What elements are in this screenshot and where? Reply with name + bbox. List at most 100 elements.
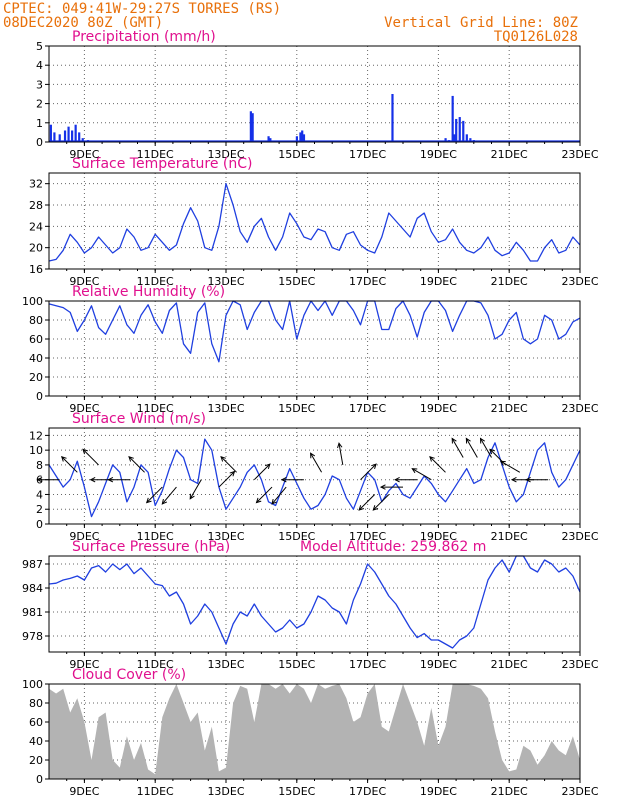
x-tick-label: 17DEC — [349, 148, 386, 161]
x-tick-label: 13DEC — [207, 275, 244, 288]
wind-arrow-head — [451, 437, 457, 444]
wind-arrow — [253, 463, 271, 481]
series-line — [48, 300, 581, 363]
y-tick-label: 0 — [36, 518, 43, 531]
wind-arrow-head — [465, 437, 471, 444]
wind-arrow — [271, 486, 287, 505]
y-tick-label: 80 — [29, 697, 43, 710]
x-tick-label: 13DEC — [207, 148, 244, 161]
y-tick-label: 40 — [29, 735, 43, 748]
wind-arrow-head — [358, 505, 365, 511]
y-tick-label: 60 — [29, 716, 43, 729]
y-tick-label: 20 — [29, 754, 43, 767]
x-tick-label: 17DEC — [349, 785, 386, 798]
precip-bar — [78, 132, 81, 142]
y-tick-label: 978 — [22, 630, 43, 643]
wind-arrow-head — [372, 505, 379, 511]
y-tick-label: 981 — [22, 606, 43, 619]
wind-arrow — [372, 494, 390, 511]
x-tick-label: 19DEC — [420, 275, 457, 288]
y-tick-label: 0 — [36, 136, 43, 149]
y-tick-label: 984 — [22, 582, 43, 595]
wind-arrow-head — [379, 484, 386, 490]
header-location: CPTEC: 049:41W-29:27S TORRES (RS) — [3, 1, 281, 17]
precip-bar — [453, 134, 456, 142]
x-tick-label: 23DEC — [561, 275, 598, 288]
x-tick-label: 9DEC — [69, 785, 99, 798]
x-tick-label: 17DEC — [349, 658, 386, 671]
precip-bar — [49, 124, 52, 142]
x-tick-label: 15DEC — [278, 402, 315, 415]
precip-bar — [67, 126, 70, 142]
series-line — [48, 438, 581, 518]
wind-arrow-head — [479, 437, 485, 444]
precip-bar — [251, 113, 254, 142]
wind-arrow — [61, 456, 78, 473]
header-grid-line: Vertical Grid Line: 80Z — [384, 15, 578, 31]
y-tick-label: 80 — [29, 314, 43, 327]
panel-title: Cloud Cover (%) — [72, 667, 186, 683]
precip-bar — [451, 95, 454, 142]
x-tick-label: 11DEC — [137, 275, 174, 288]
y-tick-label: 5 — [36, 40, 43, 53]
x-tick-label: 15DEC — [278, 275, 315, 288]
wind-arrow-head — [371, 463, 377, 470]
panel-title: Surface Wind (m/s) — [72, 411, 206, 427]
x-tick-label: 23DEC — [561, 785, 598, 798]
y-tick-label: 24 — [29, 220, 43, 233]
panel-1: Precipitation (mm/h) 0 1 2 3 4 5 9DEC 11DEC 13DEC… — [36, 29, 599, 161]
wind-arrow — [500, 460, 521, 473]
y-tick-label: 1 — [36, 117, 43, 130]
precip-bar — [58, 134, 61, 142]
x-tick-label: 9DEC — [69, 148, 99, 161]
grid — [49, 428, 581, 525]
wind-arrow — [82, 449, 99, 466]
y-tick-label: 12 — [29, 429, 43, 442]
wind-arrow-head — [255, 497, 262, 504]
precip-bar — [465, 134, 468, 142]
wind-arrow-head — [264, 463, 271, 470]
wind-arrow — [451, 438, 464, 458]
wind-arrow — [412, 468, 432, 481]
precip-bar — [462, 120, 465, 142]
x-tick-label: 21DEC — [491, 785, 528, 798]
x-tick-label: 15DEC — [278, 785, 315, 798]
wind-arrow-head — [525, 476, 531, 483]
precip-bar — [302, 134, 306, 142]
y-tick-label: 40 — [29, 352, 43, 365]
x-tick-label: 21DEC — [491, 402, 528, 415]
precip-bar — [63, 130, 67, 142]
y-tick-label: 0 — [36, 773, 43, 786]
y-tick-label: 10 — [29, 444, 43, 457]
x-tick-label: 23DEC — [561, 530, 598, 543]
wind-arrow — [310, 453, 323, 473]
x-tick-label: 11DEC — [137, 785, 174, 798]
x-tick-label: 11DEC — [137, 530, 174, 543]
x-tick-label: 9DEC — [69, 658, 99, 671]
x-tick-label: 23DEC — [561, 402, 598, 415]
x-tick-label: 19DEC — [420, 658, 457, 671]
wind-arrow-head — [60, 455, 67, 462]
precip-bar — [301, 130, 304, 142]
wind-arrows — [36, 437, 549, 511]
wind-arrow — [465, 438, 478, 458]
wind-arrow-head — [107, 476, 114, 483]
panel-title: Precipitation (mm/h) — [72, 29, 216, 45]
x-tick-label: 17DEC — [349, 275, 386, 288]
wind-arrow-head — [189, 493, 195, 500]
x-tick-label: 13DEC — [207, 402, 244, 415]
series-line — [48, 183, 581, 262]
y-tick-label: 2 — [36, 503, 43, 516]
wind-arrow-head — [310, 452, 316, 459]
wind-arrow-head — [271, 498, 277, 505]
x-tick-label: 9DEC — [69, 402, 99, 415]
wind-arrow — [480, 438, 492, 458]
x-tick-label: 17DEC — [349, 402, 386, 415]
y-tick-label: 987 — [22, 558, 43, 571]
panel-5: Surface Pressure (hPa) Model Altitude: 25… — [22, 539, 599, 671]
y-tick-label: 4 — [36, 59, 43, 72]
precip-bar — [444, 138, 447, 142]
panel-2: Surface Temperature (nC) 16 20 24 28 32 9DEC 11… — [29, 156, 599, 288]
panel-title: Surface Pressure (hPa) — [72, 539, 230, 555]
